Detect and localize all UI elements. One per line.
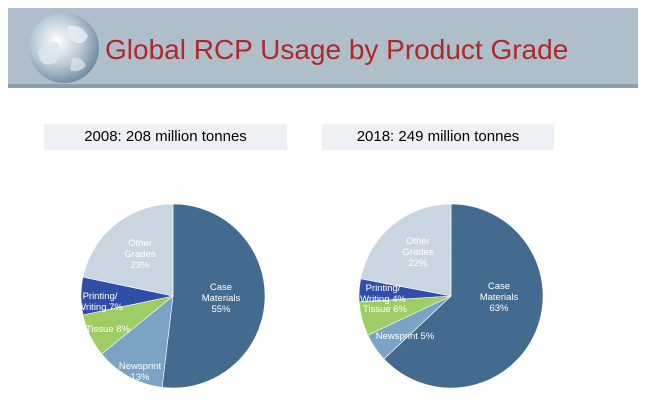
chart-title-2018: 2018: 249 million tonnes — [322, 124, 554, 150]
pie-slice-case-materials-2018 — [383, 203, 544, 389]
pie-label-other-grades-2018: Other Grades 22% — [402, 236, 433, 269]
pie-label-case-materials-2008: Case Materials 55% — [202, 282, 241, 315]
pie-label-printing-writing-2008: Printing/Writing 7% — [77, 291, 123, 313]
pie-label-tissue-2008: Tissue 8% — [86, 324, 131, 335]
pie-label-newsprint-2008: Newsprint 13% — [119, 361, 162, 383]
pie-slice-newsprint-2008 — [101, 295, 174, 388]
pie-label-case-materials-2018: Case Materials 63% — [480, 281, 519, 314]
header-banner: Global RCP Usage by Product Grade — [8, 8, 638, 84]
page-title: Global RCP Usage by Product Grade — [105, 34, 569, 65]
pie-slice-other-grades-2008 — [82, 203, 174, 297]
pie-label-other-grades-2008: Other Grades 23% — [124, 238, 155, 271]
pie-label-tissue-2018: Tissue 6% — [363, 304, 408, 315]
pie-slice-case-materials-2008 — [161, 203, 266, 389]
pie-slice-other-grades-2018 — [360, 203, 452, 297]
pie-label-printing-writing-2018: Printing/Writing 4% — [360, 283, 406, 305]
header-rule — [8, 84, 638, 88]
globe-icon — [29, 13, 99, 83]
chart-title-2008: 2008: 208 million tonnes — [44, 124, 287, 150]
pie-label-newsprint-2018: Newsprint 5% — [376, 331, 435, 342]
